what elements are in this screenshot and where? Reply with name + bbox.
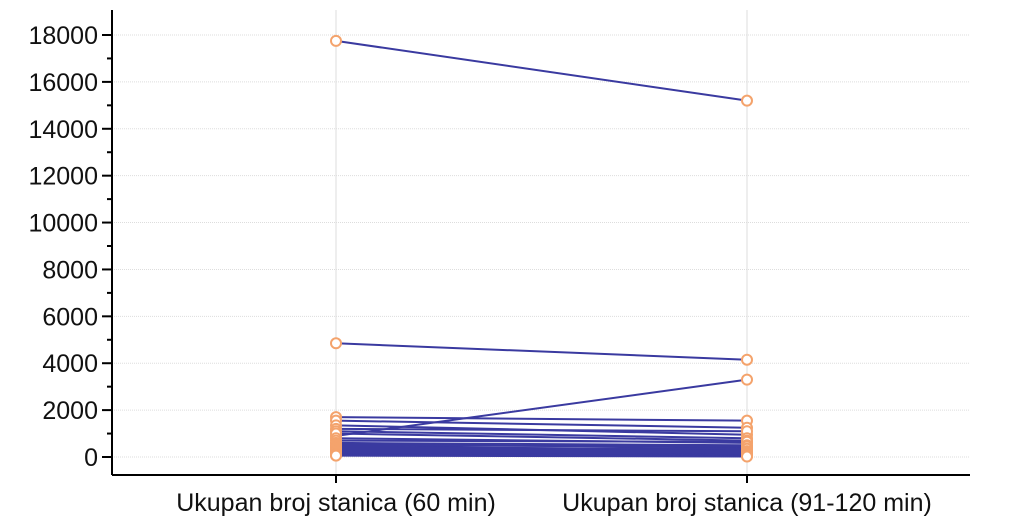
pair-line [335,416,748,422]
y-tick-label: 12000 [28,163,98,191]
pair-line [335,448,748,454]
pair-line [335,427,748,433]
data-point [330,337,342,350]
pair-line [335,430,748,440]
axes [111,10,970,483]
grid [112,10,970,475]
markers [330,34,753,463]
pair-line [335,39,748,102]
x-category-label: Ukupan broj stanica (91-120 min) [562,489,932,517]
y-tick-label: 10000 [28,210,98,238]
pair-line [335,419,748,429]
y-tick-label: 8000 [42,256,98,284]
x-category-label: Ukupan broj stanica (60 min) [176,489,496,517]
data-point [330,34,342,47]
pair-line [335,439,748,443]
pair-line [335,447,748,453]
pair-line [335,444,748,448]
pair-line [335,446,748,450]
y-ticks: 0 2000 4000 6000 8000 10000 12000 14000 16000 180… [28,22,112,472]
pair-line [335,454,748,458]
pair-line [335,441,748,447]
y-tick-label: 2000 [42,397,98,425]
categories: Ukupan broj stanica (60 min) Ukupan broj … [176,489,932,517]
y-tick-label: 16000 [28,69,98,97]
pair-lines [335,39,748,458]
pair-line [335,342,748,361]
data-point [741,353,753,366]
data-point [330,449,342,462]
y-tick-label: 6000 [42,303,98,331]
y-tick-label: 4000 [42,350,98,378]
y-tick-label: 14000 [28,116,98,144]
pair-line [335,450,748,455]
pair-line [335,432,748,442]
data-point [741,450,753,463]
y-tick-label: 0 [84,444,98,472]
y-tick-label: 18000 [28,22,98,50]
data-point [741,94,753,107]
data-point [741,373,753,386]
